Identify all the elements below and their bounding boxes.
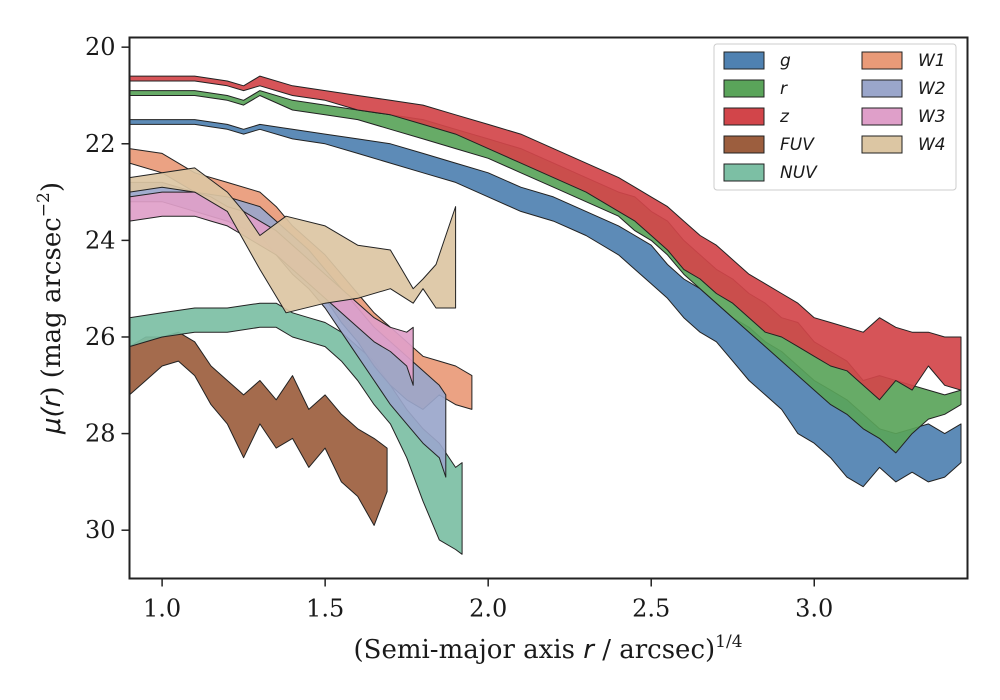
legend: grz FUV NUV W1 W2 W3 W4 <box>713 43 957 191</box>
y-tick-label: 26 <box>85 323 116 351</box>
y-axis-ticks: 20 22 24 26 28 30 <box>85 33 130 544</box>
band-fuv <box>129 331 388 526</box>
y-tick-label: 22 <box>85 130 116 158</box>
surface-brightness-bands <box>129 75 962 555</box>
legend-items: grz FUV NUV W1 W2 W3 W4 <box>723 51 946 183</box>
legend-label-z: z <box>779 107 790 127</box>
legend-label-nuv: NUV <box>780 163 818 183</box>
band-w4 <box>129 167 457 314</box>
y-axis-label: μ(r) (mag arcsec−2) <box>34 182 67 435</box>
band-nuv <box>129 302 463 555</box>
legend-swatch-g <box>723 51 765 70</box>
x-axis-ticks: 1.0 1.5 2.0 2.5 3.0 <box>143 578 833 623</box>
legend-swatch-w1 <box>861 51 903 70</box>
legend-label-w4: W4 <box>918 135 946 155</box>
x-tick-label: 1.5 <box>306 595 344 623</box>
x-axis-label: (Semi-major axis r / arcsec)1/4 <box>353 632 742 665</box>
legend-swatch-fuv <box>723 135 765 154</box>
legend-label-g: g <box>780 51 791 71</box>
legend-swatch-z <box>723 107 765 126</box>
legend-swatch-r <box>723 79 765 98</box>
x-tick-label: 2.5 <box>632 595 670 623</box>
legend-swatch-w3 <box>861 107 903 126</box>
legend-label-w3: W3 <box>918 107 946 127</box>
legend-label-r: r <box>780 79 788 99</box>
band-z <box>129 75 962 401</box>
x-tick-label: 2.0 <box>469 595 507 623</box>
y-tick-label: 24 <box>85 226 116 254</box>
y-tick-label: 28 <box>85 420 116 448</box>
x-tick-label: 1.0 <box>143 595 181 623</box>
legend-label-w1: W1 <box>918 51 946 71</box>
legend-label-fuv: FUV <box>780 135 815 155</box>
plot-frame <box>128 36 969 580</box>
y-tick-label: 30 <box>85 516 116 544</box>
x-tick-label: 3.0 <box>795 595 833 623</box>
band-g <box>129 119 962 488</box>
legend-swatch-w4 <box>861 135 903 154</box>
legend-swatch-nuv <box>723 163 765 182</box>
y-tick-label: 20 <box>85 33 116 61</box>
legend-swatch-w2 <box>861 79 903 98</box>
legend-label-w2: W2 <box>918 79 946 99</box>
